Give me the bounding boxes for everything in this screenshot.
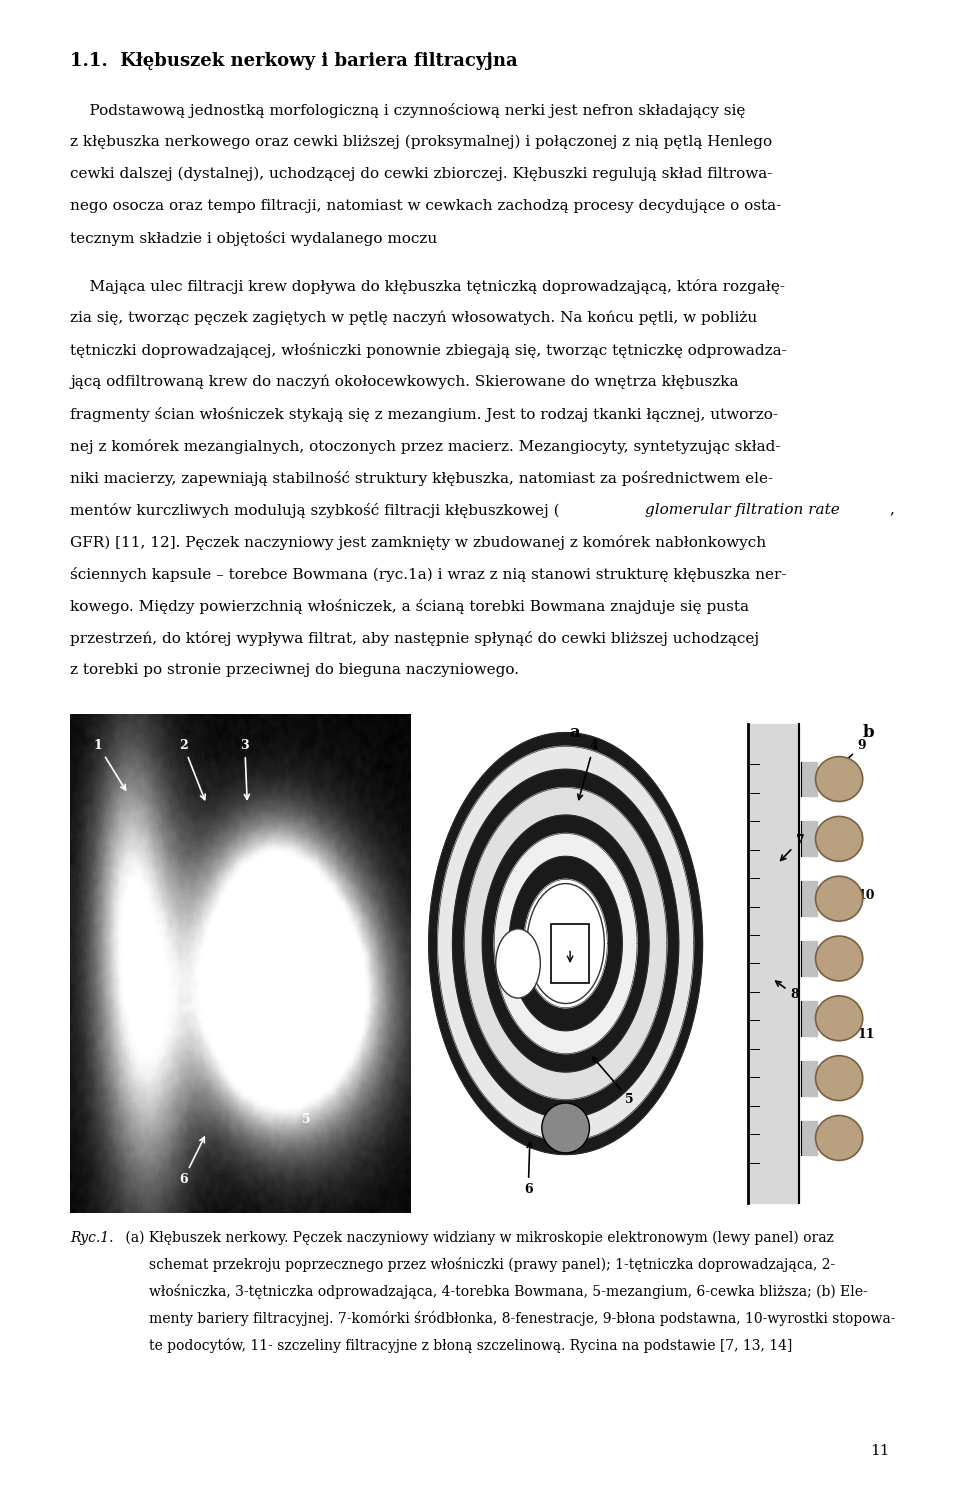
Ellipse shape (495, 929, 540, 998)
Text: 9: 9 (829, 740, 866, 775)
Ellipse shape (816, 1116, 863, 1161)
Text: niki macierzy, zapewniają stabilność struktury kłębuszka, natomiast za pośrednic: niki macierzy, zapewniają stabilność str… (70, 470, 773, 485)
Text: 2: 2 (180, 740, 205, 799)
Text: cewki dalszej (dystalnej), uchodzącej do cewki zbiorczej. Kłębuszki regulują skł: cewki dalszej (dystalnej), uchodzącej do… (70, 167, 773, 182)
Text: ,: , (890, 503, 895, 516)
Text: te podocytów, 11- szczeliny filtracyjne z błoną szczelinową. Rycina na podstawie: te podocytów, 11- szczeliny filtracyjne … (149, 1338, 792, 1353)
Polygon shape (524, 879, 608, 1007)
Ellipse shape (816, 1055, 863, 1101)
Ellipse shape (816, 756, 863, 802)
Text: 4: 4 (578, 740, 598, 799)
Text: nej z komórek mezangialnych, otoczonych przez macierz. Mezangiocyty, syntetyzują: nej z komórek mezangialnych, otoczonych … (70, 439, 780, 454)
Ellipse shape (541, 1103, 589, 1153)
Text: jącą odfiltrowaną krew do naczyń okołocewkowych. Skierowane do wnętrza kłębuszka: jącą odfiltrowaną krew do naczyń okołoce… (70, 375, 738, 388)
Text: 6: 6 (524, 1143, 533, 1196)
Text: menty bariery filtracyjnej. 7-komórki śródbłonka, 8-fenestracje, 9-błona podstaw: menty bariery filtracyjnej. 7-komórki śr… (149, 1311, 896, 1326)
Text: Podstawową jednostką morfologiczną i czynnościową nerki jest nefron składający s: Podstawową jednostką morfologiczną i czy… (70, 103, 746, 118)
Text: 6: 6 (180, 1137, 204, 1186)
Text: 11: 11 (871, 1445, 890, 1458)
Text: tętniczki doprowadzającej, włośniczki ponownie zbiegają się, tworząc tętniczkę o: tętniczki doprowadzającej, włośniczki po… (70, 342, 787, 357)
Text: a: a (569, 725, 580, 741)
Text: z kłębuszka nerkowego oraz cewki bliższej (proksymalnej) i połączonej z nią pętl: z kłębuszka nerkowego oraz cewki bliższe… (70, 134, 772, 149)
Ellipse shape (527, 884, 605, 1003)
Polygon shape (494, 833, 637, 1054)
Ellipse shape (816, 876, 863, 921)
Polygon shape (438, 747, 693, 1141)
Text: schemat przekroju poprzecznego przez włośniczki (prawy panel); 1-tętniczka dopro: schemat przekroju poprzecznego przez wło… (149, 1257, 835, 1272)
Text: 1.1.  Kłębuszek nerkowy i bariera filtracyjna: 1.1. Kłębuszek nerkowy i bariera filtrac… (70, 52, 517, 70)
Text: mentów kurczliwych modulują szybkość filtracji kłębuszkowej (: mentów kurczliwych modulują szybkość fil… (70, 503, 560, 518)
Text: 7: 7 (780, 833, 804, 860)
Polygon shape (452, 769, 679, 1117)
Text: zia się, tworząc pęczek zagiętych w pętlę naczyń włosowatych. Na końcu pętli, w : zia się, tworząc pęczek zagiętych w pętl… (70, 311, 757, 324)
Text: z torebki po stronie przeciwnej do bieguna naczyniowego.: z torebki po stronie przeciwnej do biegu… (70, 662, 519, 677)
Ellipse shape (816, 817, 863, 862)
Text: (a) Kłębuszek nerkowy. Pęczek naczyniowy widziany w mikroskopie elektronowym (le: (a) Kłębuszek nerkowy. Pęczek naczyniowy… (121, 1231, 834, 1245)
Text: Mająca ulec filtracji krew dopływa do kłębuszka tętniczką doprowadzającą, która : Mająca ulec filtracji krew dopływa do kł… (70, 278, 785, 293)
Text: 10: 10 (846, 888, 875, 902)
Polygon shape (465, 787, 667, 1100)
Text: tecznym składzie i objętości wydalanego moczu: tecznym składzie i objętości wydalanego … (70, 231, 438, 246)
FancyBboxPatch shape (551, 924, 589, 984)
Text: fragmenty ścian włośniczek stykają się z mezangium. Jest to rodzaj tkanki łączne: fragmenty ścian włośniczek stykają się z… (70, 406, 778, 421)
Text: 8: 8 (776, 981, 799, 1001)
Text: nego osocza oraz tempo filtracji, natomiast w cewkach zachodzą procesy decydując: nego osocza oraz tempo filtracji, natomi… (70, 198, 781, 213)
Text: 11: 11 (845, 1021, 875, 1042)
Polygon shape (482, 815, 649, 1071)
Text: włośniczka, 3-tętniczka odprowadzająca, 4-torebka Bowmana, 5-mezangium, 6-cewka : włośniczka, 3-tętniczka odprowadzająca, … (149, 1284, 868, 1299)
Ellipse shape (816, 995, 863, 1040)
Ellipse shape (816, 936, 863, 981)
Text: ściennych kapsule – torebce Bowmana (ryc.1a) i wraz z nią stanowi strukturę kłęb: ściennych kapsule – torebce Bowmana (ryc… (70, 567, 786, 582)
Text: GFR) [11, 12]. Pęczek naczyniowy jest zamknięty w zbudowanej z komórek nabłonkow: GFR) [11, 12]. Pęczek naczyniowy jest za… (70, 534, 766, 549)
Text: Ryc.1.: Ryc.1. (70, 1231, 113, 1244)
Text: glomerular filtration rate: glomerular filtration rate (645, 503, 840, 516)
Text: 3: 3 (240, 740, 250, 799)
Polygon shape (429, 732, 703, 1155)
Text: 5: 5 (283, 1067, 310, 1126)
Text: 5: 5 (592, 1056, 634, 1106)
Text: 1: 1 (94, 740, 126, 790)
Text: przestrzeń, do której wypływa filtrat, aby następnie spłynąć do cewki bliższej u: przestrzeń, do której wypływa filtrat, a… (70, 631, 759, 646)
Polygon shape (509, 857, 622, 1031)
Text: b: b (862, 725, 874, 741)
Text: kowego. Między powierzchnią włośniczek, a ścianą torebki Bowmana znajduje się pu: kowego. Między powierzchnią włośniczek, … (70, 598, 749, 613)
